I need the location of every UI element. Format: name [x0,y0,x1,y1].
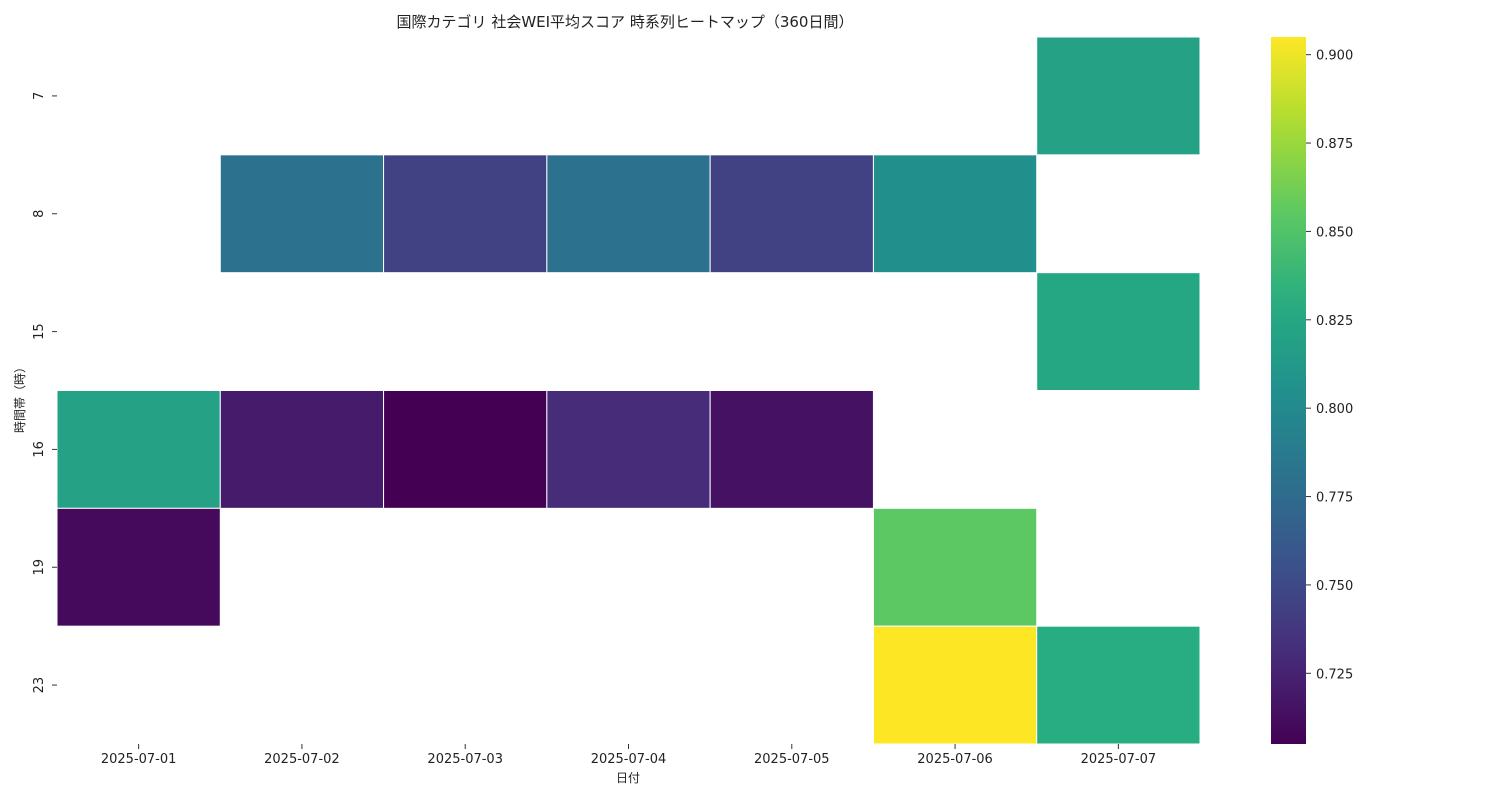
y-axis-label: 時間帯（時） [13,361,27,433]
heatmap-cell-16-2025-07-03 [383,390,548,509]
y-tick-label: 19 [32,559,47,576]
heatmap-cell-23-2025-07-07 [1036,625,1201,745]
heatmap-cell-8-2025-07-02 [219,154,385,274]
y-axis-ticks: 7 8 15 16 19 23 [32,92,57,694]
x-tick-label: 2025-07-06 [917,752,993,767]
y-tick-label: 7 [32,92,47,100]
heatmap-cell-8-2025-07-06 [872,154,1038,274]
heatmap-cell-7-2025-07-07 [1036,36,1201,156]
colorbar-tick-label: 0.750 [1316,579,1353,594]
x-tick-label: 2025-07-03 [427,752,503,767]
x-axis-ticks: 2025-07-01 2025-07-02 2025-07-03 2025-07-04… [101,744,1156,767]
colorbar-tick-label: 0.725 [1316,667,1353,682]
colorbar-tick-label: 0.775 [1316,491,1353,506]
colorbar-tick-label: 0.875 [1316,137,1353,152]
heatmap-cell-23-2025-07-06 [872,625,1038,745]
chart-title: 国際カテゴリ 社会WEI平均スコア 時系列ヒートマップ（360日間） [397,13,854,31]
x-tick-label: 2025-07-05 [754,752,830,767]
colorbar-tick-label: 0.825 [1316,314,1353,329]
x-axis-label: 日付 [616,771,640,785]
colorbar-tick-label: 0.800 [1316,402,1353,417]
x-tick-label: 2025-07-01 [101,752,177,767]
colorbar: 0.725 0.750 0.775 0.800 0.825 0.850 0.875 0.900 [1271,37,1353,744]
heatmap-cell-8-2025-07-03 [383,154,548,274]
heatmap-cells [56,36,1201,745]
heatmap-cell-16-2025-07-01 [56,390,221,509]
x-tick-label: 2025-07-04 [591,752,667,767]
heatmap-cell-19-2025-07-06 [872,507,1038,627]
colorbar-gradient [1271,37,1306,744]
heatmap-cell-16-2025-07-05 [709,390,874,509]
colorbar-tick-label: 0.900 [1316,49,1353,64]
heatmap-cell-19-2025-07-01 [56,507,221,627]
y-tick-label: 16 [32,441,47,458]
y-tick-label: 23 [32,677,47,694]
x-tick-label: 2025-07-02 [264,752,340,767]
y-tick-label: 8 [32,210,47,218]
colorbar-tick-label: 0.850 [1316,225,1353,240]
heatmap-cell-16-2025-07-04 [546,390,711,509]
y-tick-label: 15 [32,323,47,340]
heatmap-cell-16-2025-07-02 [219,390,385,509]
heatmap-cell-15-2025-07-07 [1036,272,1201,391]
heatmap-cell-8-2025-07-05 [709,154,874,274]
heatmap-cell-8-2025-07-04 [546,154,711,274]
x-tick-label: 2025-07-07 [1081,752,1157,767]
